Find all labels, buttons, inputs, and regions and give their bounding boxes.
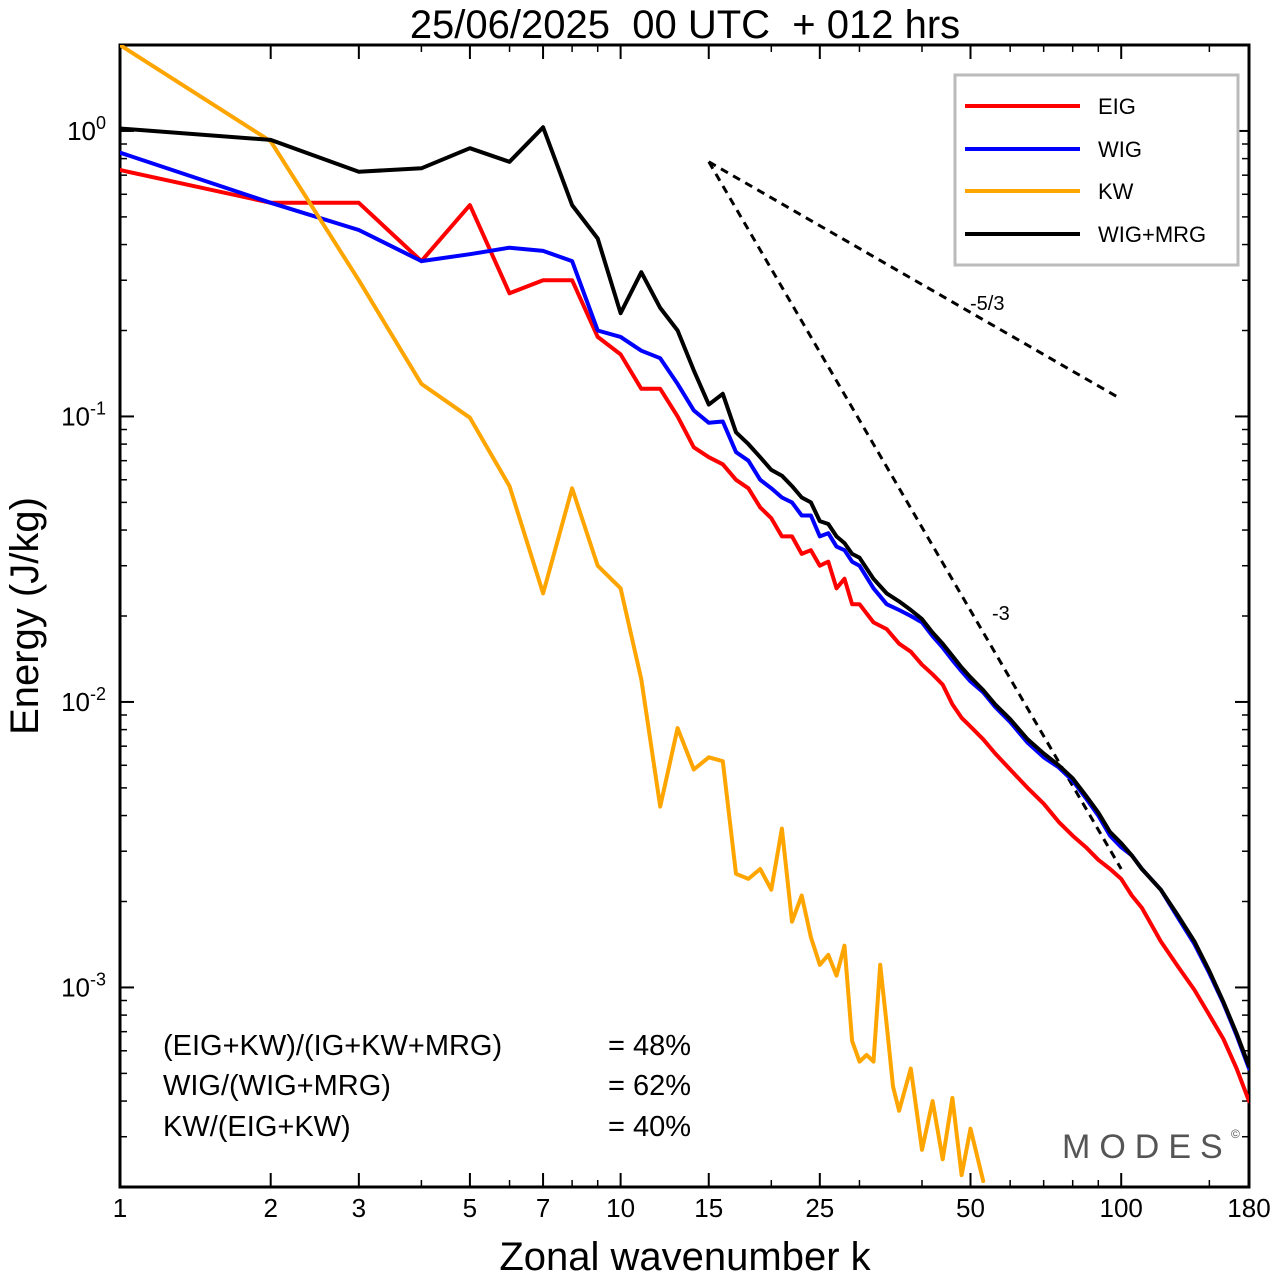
- x-tick-label: 100: [1100, 1193, 1143, 1223]
- x-tick-label: 3: [352, 1193, 366, 1223]
- slope-line: [707, 161, 1123, 870]
- x-tick-label: 5: [463, 1193, 477, 1223]
- series-line: [120, 45, 986, 1183]
- y-tick-label: 10-3: [61, 969, 106, 1002]
- x-tick-label: 7: [536, 1193, 550, 1223]
- x-tick-label: 10: [606, 1193, 635, 1223]
- series-line: [120, 150, 1249, 1071]
- slope-line: [708, 160, 1122, 401]
- stats-annotation: (EIG+KW)/(IG+KW+MRG) = 48% WIG/(WIG+MRG)…: [163, 1030, 691, 1143]
- x-tick-label: 50: [956, 1193, 985, 1223]
- stats-value: = 48%: [608, 1030, 691, 1062]
- legend-label-wig-mrg: WIG+MRG: [1098, 222, 1206, 247]
- slope-label: -5/3: [970, 293, 1004, 315]
- x-tick-label: 15: [694, 1193, 723, 1223]
- stats-label: (EIG+KW)/(IG+KW+MRG): [163, 1030, 502, 1062]
- legend-label-wig: WIG: [1098, 137, 1142, 162]
- x-tick-label: 2: [263, 1193, 277, 1223]
- series-line: [120, 168, 1249, 1104]
- x-axis-ticks: 1 2 3 5 7 10 15 25 50 100 180: [113, 45, 1271, 1223]
- x-axis-label: Zonal wavenumber k: [499, 1235, 871, 1279]
- y-tick-label: 100: [67, 113, 106, 146]
- x-tick-label: 25: [805, 1193, 834, 1223]
- legend-label-kw: KW: [1098, 179, 1134, 204]
- slope-label: -3: [992, 603, 1010, 625]
- chart-title: 25/06/2025 00 UTC + 012 hrs: [410, 3, 960, 47]
- x-tick-label: 1: [113, 1193, 127, 1223]
- data-series: [120, 45, 1249, 1183]
- y-tick-label: 10-1: [61, 398, 106, 431]
- slope-reference-lines: [707, 160, 1123, 870]
- stats-value: = 62%: [608, 1070, 691, 1102]
- legend-label-eig: EIG: [1098, 94, 1136, 119]
- stats-label: WIG/(WIG+MRG): [163, 1070, 391, 1102]
- x-tick-label: 180: [1227, 1193, 1270, 1223]
- y-axis-label: Energy (J/kg): [3, 497, 47, 735]
- y-tick-label: 10-2: [61, 684, 106, 717]
- y-axis-ticks: 100 10-1 10-2 10-3: [61, 113, 1249, 1138]
- legend: EIG WIG KW WIG+MRG: [953, 73, 1240, 267]
- stats-value: = 40%: [608, 1111, 691, 1143]
- series-line: [120, 125, 1249, 1069]
- stats-label: KW/(EIG+KW): [163, 1111, 351, 1143]
- brand-watermark: MODES: [1062, 1128, 1232, 1166]
- brand-copyright-mark: ©: [1231, 1127, 1240, 1141]
